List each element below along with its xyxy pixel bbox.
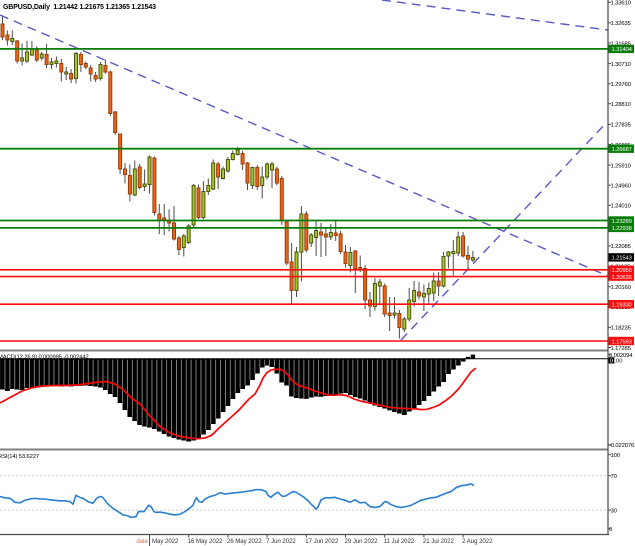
svg-text:21 Jul 2022: 21 Jul 2022 bbox=[423, 538, 455, 545]
svg-text:1.22085: 1.22085 bbox=[611, 244, 632, 250]
svg-text:1.25910: 1.25910 bbox=[611, 163, 632, 169]
svg-text:100: 100 bbox=[611, 453, 621, 459]
svg-text:26 May 2022: 26 May 2022 bbox=[227, 538, 262, 545]
svg-text:1.21543: 1.21543 bbox=[612, 256, 633, 262]
svg-text:1.30710: 1.30710 bbox=[611, 62, 632, 68]
svg-text:MACD(12,26,9) 0.000995 -0.0024: MACD(12,26,9) 0.000995 -0.002442 bbox=[0, 354, 89, 360]
svg-text:1.19330: 1.19330 bbox=[612, 303, 633, 309]
svg-text:1.31404: 1.31404 bbox=[612, 47, 633, 53]
svg-text:0: 0 bbox=[610, 359, 614, 365]
svg-text:11 Jul 2022: 11 Jul 2022 bbox=[384, 538, 415, 545]
svg-text:0.002094: 0.002094 bbox=[609, 353, 633, 359]
svg-text:1.22938: 1.22938 bbox=[612, 226, 633, 232]
svg-text:.00: .00 bbox=[614, 359, 623, 365]
svg-text:date: date bbox=[136, 538, 148, 545]
svg-text:7 Jun 2022: 7 Jun 2022 bbox=[266, 538, 296, 545]
svg-text:1.24010: 1.24010 bbox=[611, 204, 632, 210]
svg-text:1.29760: 1.29760 bbox=[611, 82, 632, 88]
svg-text:1.23289: 1.23289 bbox=[612, 219, 632, 225]
svg-text:1.32635: 1.32635 bbox=[611, 21, 632, 27]
svg-text:1.20160: 1.20160 bbox=[611, 285, 632, 291]
svg-text:2 Aug 2022: 2 Aug 2022 bbox=[462, 538, 493, 545]
svg-text:RSI(14) 53.6227: RSI(14) 53.6227 bbox=[0, 454, 39, 460]
svg-text:30: 30 bbox=[611, 508, 618, 514]
svg-text:GBPUSD,Daily 1.21442 1.21675: GBPUSD,Daily 1.21442 1.21675 1.21365 1.2… bbox=[3, 4, 156, 11]
svg-text:1.18235: 1.18235 bbox=[611, 326, 632, 332]
svg-text:16 May 2022: 16 May 2022 bbox=[188, 538, 223, 545]
svg-text:1.17593: 1.17593 bbox=[612, 339, 633, 345]
svg-text:1.28810: 1.28810 bbox=[611, 102, 632, 108]
svg-text:0: 0 bbox=[609, 527, 613, 533]
svg-text:1.24960: 1.24960 bbox=[611, 184, 632, 190]
svg-text:1.17285: 1.17285 bbox=[611, 346, 632, 352]
svg-text:1.33610: 1.33610 bbox=[611, 1, 632, 7]
svg-text:May 2022: May 2022 bbox=[152, 538, 179, 545]
svg-text:1.20956: 1.20956 bbox=[612, 268, 633, 274]
svg-text:-0.0220761: -0.0220761 bbox=[609, 443, 635, 449]
svg-text:1.20636: 1.20636 bbox=[612, 275, 633, 281]
svg-text:70: 70 bbox=[611, 474, 618, 480]
svg-text:1.27835: 1.27835 bbox=[611, 123, 632, 129]
svg-text:17 Jun 2022: 17 Jun 2022 bbox=[305, 538, 339, 545]
svg-text:1.26687: 1.26687 bbox=[612, 147, 632, 153]
svg-text:29 Jun 2022: 29 Jun 2022 bbox=[345, 538, 379, 545]
svg-text:1.31685: 1.31685 bbox=[611, 41, 632, 47]
